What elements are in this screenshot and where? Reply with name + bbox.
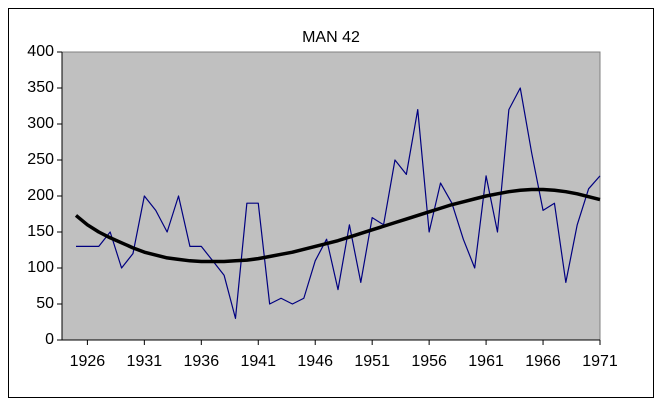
plot-area: [61, 51, 601, 341]
x-tick-label: 1946: [297, 353, 333, 370]
y-tick-label: 400: [27, 43, 54, 60]
y-tick-label: 300: [27, 115, 54, 132]
x-tick-label: 1936: [184, 353, 220, 370]
chart-title: MAN 42: [302, 29, 360, 46]
series-line: [76, 87, 601, 319]
y-tick-label: 50: [36, 295, 54, 312]
y-tick-label: 150: [27, 223, 54, 240]
x-tick-label: 1931: [127, 353, 163, 370]
y-tick-label: 350: [27, 79, 54, 96]
x-tick-label: 1966: [525, 353, 561, 370]
series-line: [74, 187, 601, 264]
x-tick-label: 1926: [70, 353, 106, 370]
y-tick-label: 250: [27, 151, 54, 168]
x-tick-label: 1941: [240, 353, 276, 370]
y-tick-label: 100: [27, 259, 54, 276]
y-tick-label: 200: [27, 187, 54, 204]
x-tick-label: 1971: [582, 353, 618, 370]
x-tick-label: 1956: [411, 353, 447, 370]
y-tick-label: 0: [45, 331, 54, 348]
x-tick-label: 1961: [468, 353, 504, 370]
x-tick-label: 1951: [354, 353, 390, 370]
